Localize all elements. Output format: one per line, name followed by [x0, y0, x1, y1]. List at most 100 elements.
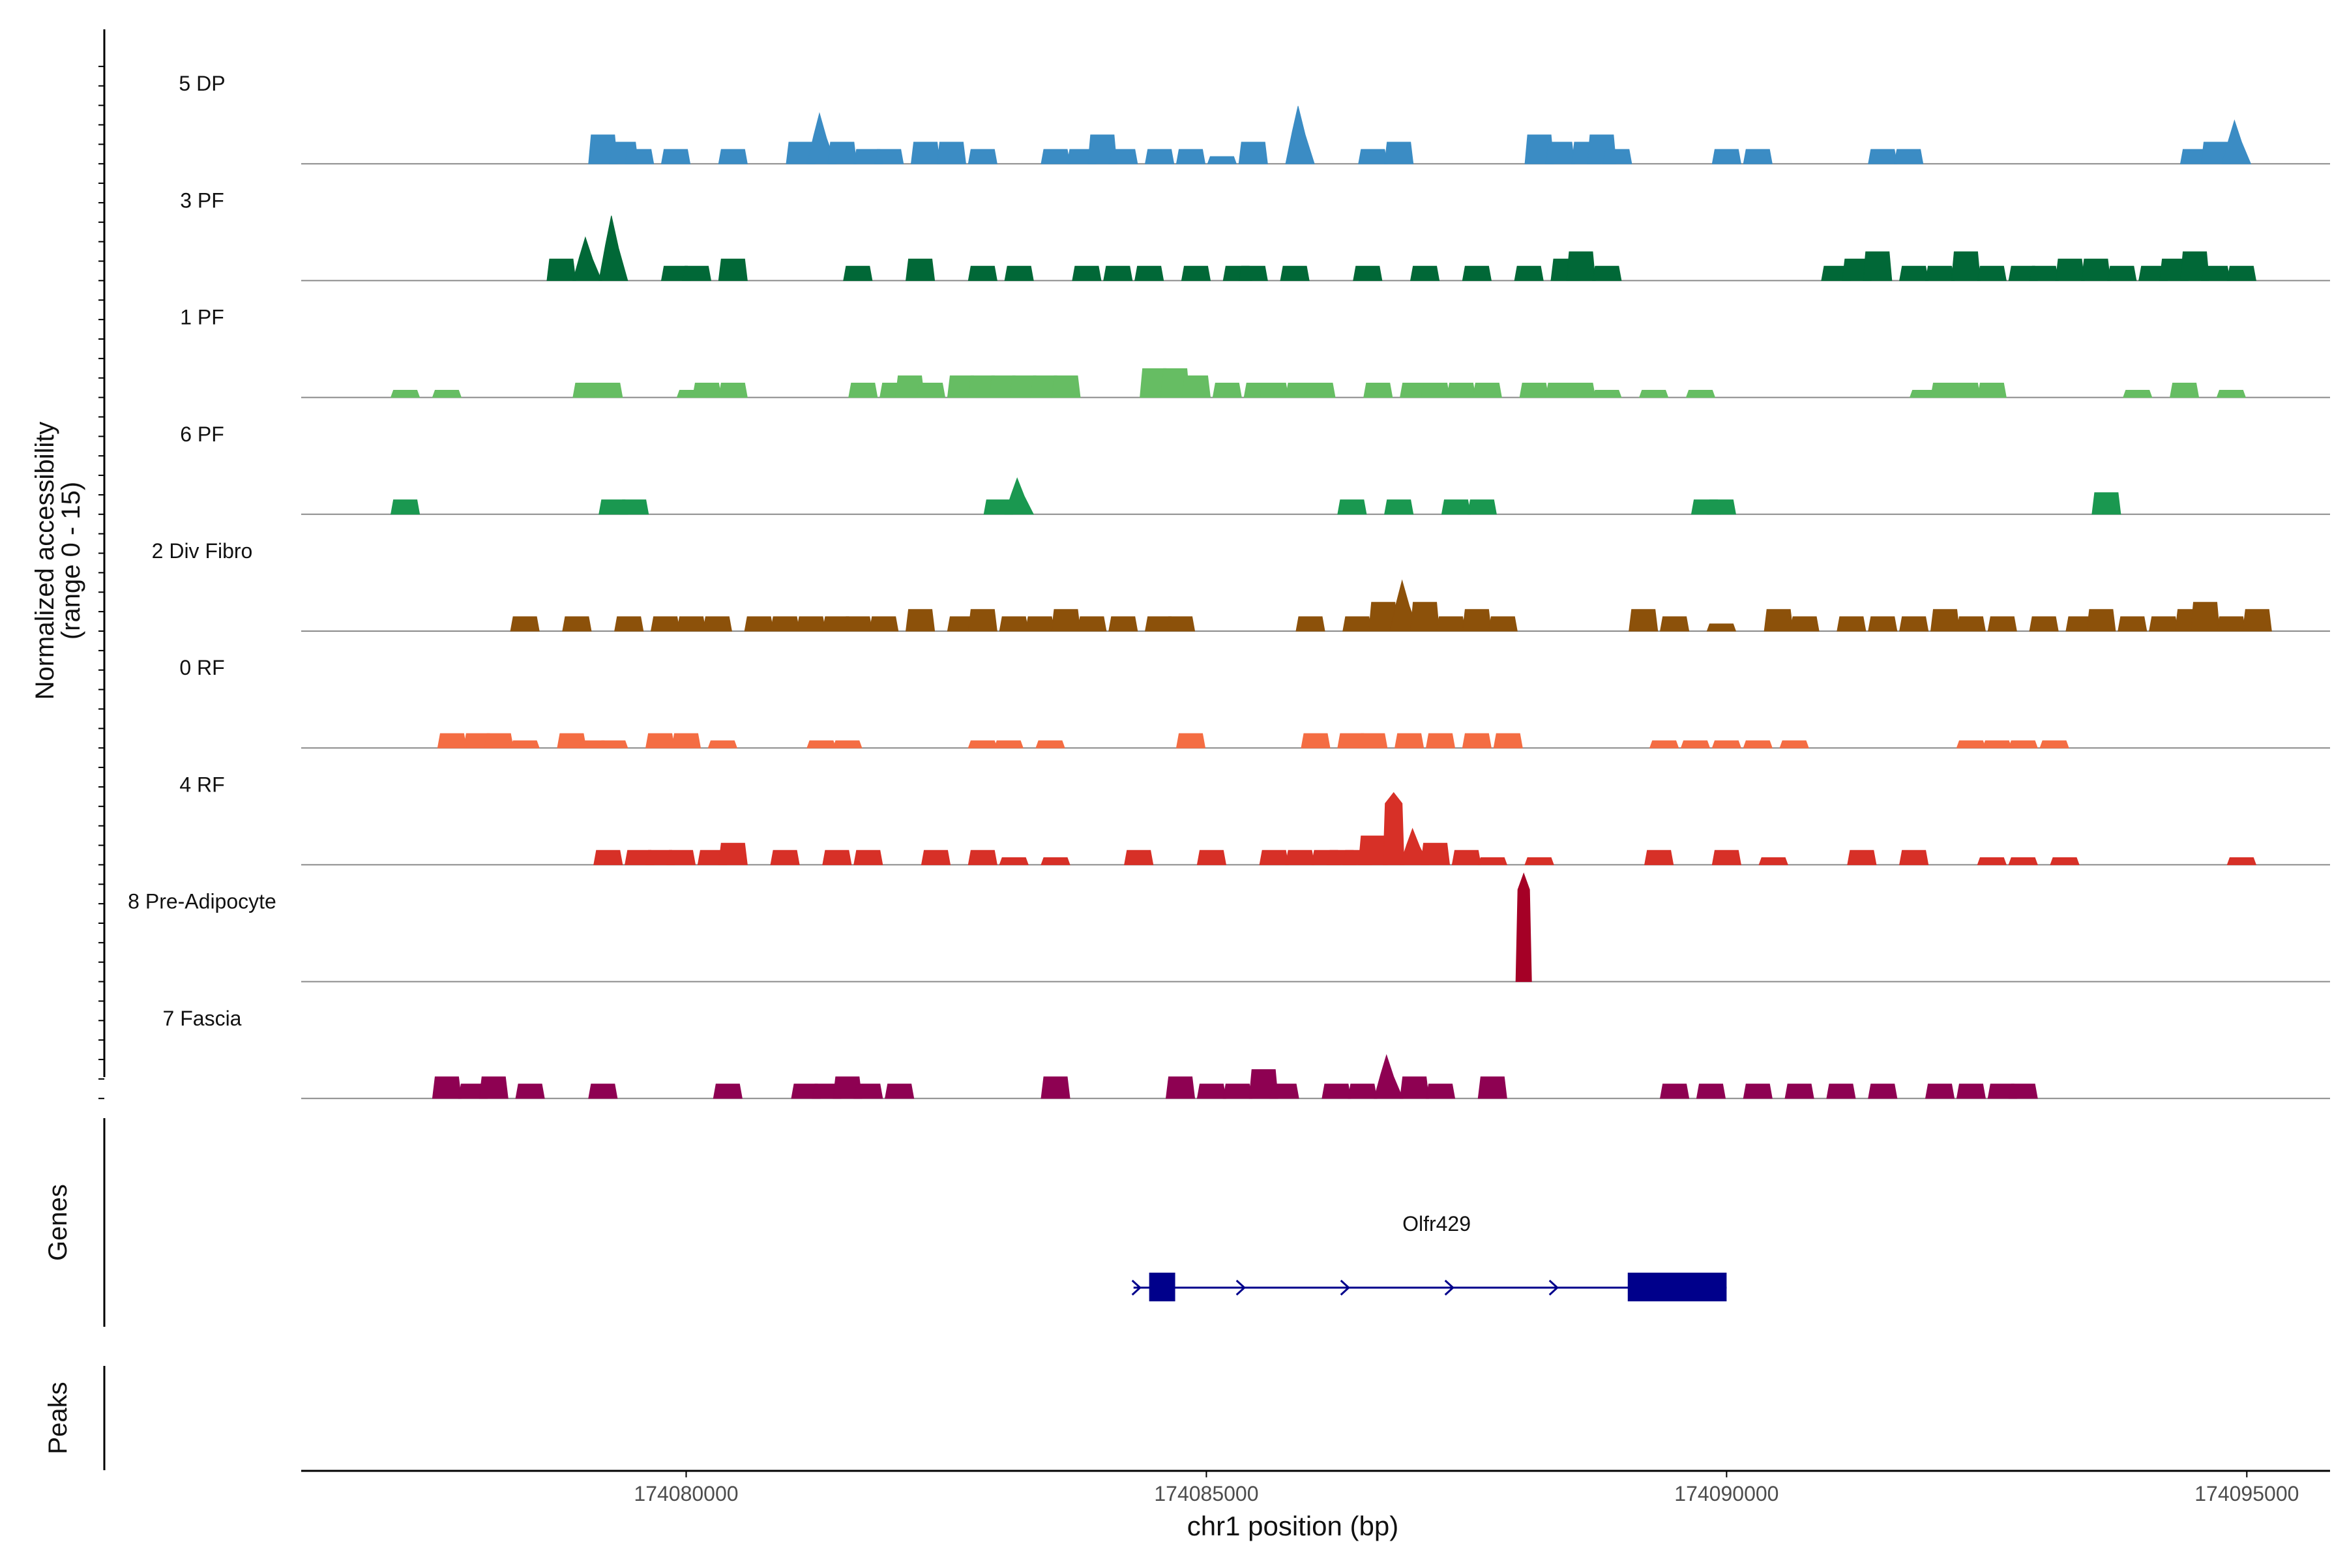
coverage-peak: [1410, 602, 1440, 632]
y-axis-label: Normalized accessibility(range 0 - 15): [31, 422, 85, 700]
coverage-peak: [1629, 609, 1659, 632]
track-label: 5 DP: [179, 72, 225, 95]
coverage-peak: [1472, 382, 1502, 398]
coverage-peak: [1659, 1084, 1690, 1099]
x-tick-label: 174090000: [1674, 1482, 1779, 1505]
y-axis-title-line: Normalized accessibility: [31, 422, 59, 700]
coverage-peak: [843, 616, 873, 632]
coverage-peak: [1764, 609, 1793, 632]
coverage-peak: [718, 382, 748, 398]
coverage-tracks: 5 DP 3 PF 1 PF 6 PF 2 Div Fibro 0 RF 4 RF 8 Pre…: [128, 72, 2330, 1099]
coverage-peak: [1566, 382, 1596, 398]
coverage-peak: [915, 382, 946, 398]
coverage-peak: [1181, 375, 1211, 398]
coverage-peak: [557, 733, 587, 748]
coverage-peak: [827, 141, 857, 164]
coverage-peak: [1951, 251, 1981, 281]
coverage-peak: [1259, 850, 1289, 865]
coverage-peak: [905, 609, 936, 632]
coverage-peak: [1072, 265, 1102, 281]
coverage-peak: [1477, 857, 1508, 865]
coverage-peak: [1384, 141, 1414, 164]
coverage-peak: [1680, 740, 1711, 748]
coverage-peak: [1925, 1084, 1955, 1099]
coverage-peak: [2179, 251, 2210, 281]
coverage-peak: [1659, 616, 1690, 632]
track-1-pf: 1 PF: [180, 306, 2330, 398]
coverage-peak: [1894, 149, 1924, 164]
coverage-peak: [645, 733, 675, 748]
coverage-peak: [2149, 616, 2179, 632]
coverage-peak: [1212, 382, 1242, 398]
coverage-peak: [1696, 1084, 1726, 1099]
coverage-peak: [1441, 499, 1471, 515]
coverage-peak: [848, 382, 878, 398]
genes-track-title: Genes: [44, 1184, 72, 1261]
coverage-peak: [1004, 265, 1034, 281]
coverage-peak: [1108, 149, 1138, 164]
coverage-peak: [718, 149, 748, 164]
coverage-peak: [936, 141, 967, 164]
coverage-peak: [1181, 265, 1211, 281]
coverage-peak: [1004, 477, 1034, 515]
left-axis: [98, 29, 106, 1099]
coverage-peak: [702, 616, 732, 632]
coverage-peak: [2039, 740, 2069, 748]
coverage-peak: [1977, 265, 2007, 281]
coverage-peak: [853, 850, 883, 865]
coverage-peak: [2029, 616, 2059, 632]
coverage-peak: [479, 1076, 509, 1099]
coverage-peak: [707, 740, 738, 748]
coverage-peak: [1337, 499, 1367, 515]
coverage-peak: [692, 382, 722, 398]
coverage-peak: [1222, 1084, 1252, 1099]
coverage-peak: [921, 850, 951, 865]
coverage-peak: [2200, 141, 2231, 164]
track-8-pre-adipocyte: 8 Pre-Adipocyte: [128, 872, 2330, 983]
coverage-peak: [1175, 149, 1206, 164]
coverage-peak: [1248, 1069, 1278, 1099]
coverage-peak: [1743, 740, 1773, 748]
coverage-peak: [1743, 1084, 1773, 1099]
coverage-peak: [1790, 616, 1820, 632]
gene-olfr429: Olfr429: [1131, 1212, 1727, 1301]
coverage-peak: [1420, 842, 1451, 865]
coverage-peak: [1269, 1084, 1299, 1099]
coverage-peak: [1041, 857, 1070, 865]
coverage-peak: [510, 740, 540, 748]
coverage-peak: [1358, 149, 1388, 164]
gene-track: Genes Olfr429: [44, 1118, 1727, 1327]
coverage-peak: [2118, 616, 2148, 632]
coverage-peak: [1196, 1084, 1227, 1099]
gene-label: Olfr429: [1402, 1212, 1471, 1235]
x-axis-title: chr1 position (bp): [1187, 1511, 1399, 1541]
coverage-peak: [1145, 149, 1175, 164]
coverage-peak: [390, 390, 421, 398]
coverage-peak: [1837, 616, 1867, 632]
coverage-peak: [1956, 1084, 1986, 1099]
coverage-peak: [1446, 382, 1477, 398]
coverage-peak: [796, 616, 826, 632]
coverage-peak: [1280, 265, 1310, 281]
coverage-peak: [905, 258, 936, 281]
coverage-peak: [843, 265, 873, 281]
coverage-peak: [1956, 616, 1986, 632]
track-7-fascia: 7 Fascia: [163, 1007, 2330, 1099]
coverage-peak: [822, 850, 852, 865]
coverage-peak: [1285, 850, 1315, 865]
coverage-peak: [2008, 857, 2038, 865]
coverage-peak: [1638, 390, 1669, 398]
coverage-peak: [1868, 149, 1898, 164]
coverage-peak: [1685, 390, 1716, 398]
coverage-peak: [2055, 258, 2085, 281]
x-tick-label: 174080000: [634, 1482, 738, 1505]
coverage-peak: [1238, 141, 1268, 164]
coverage-peak: [1930, 609, 1960, 632]
coverage-peak: [1087, 134, 1117, 164]
coverage-peak: [1436, 616, 1466, 632]
coverage-peak: [432, 390, 462, 398]
track-label: 4 RF: [179, 773, 224, 796]
coverage-peak: [1711, 740, 1742, 748]
